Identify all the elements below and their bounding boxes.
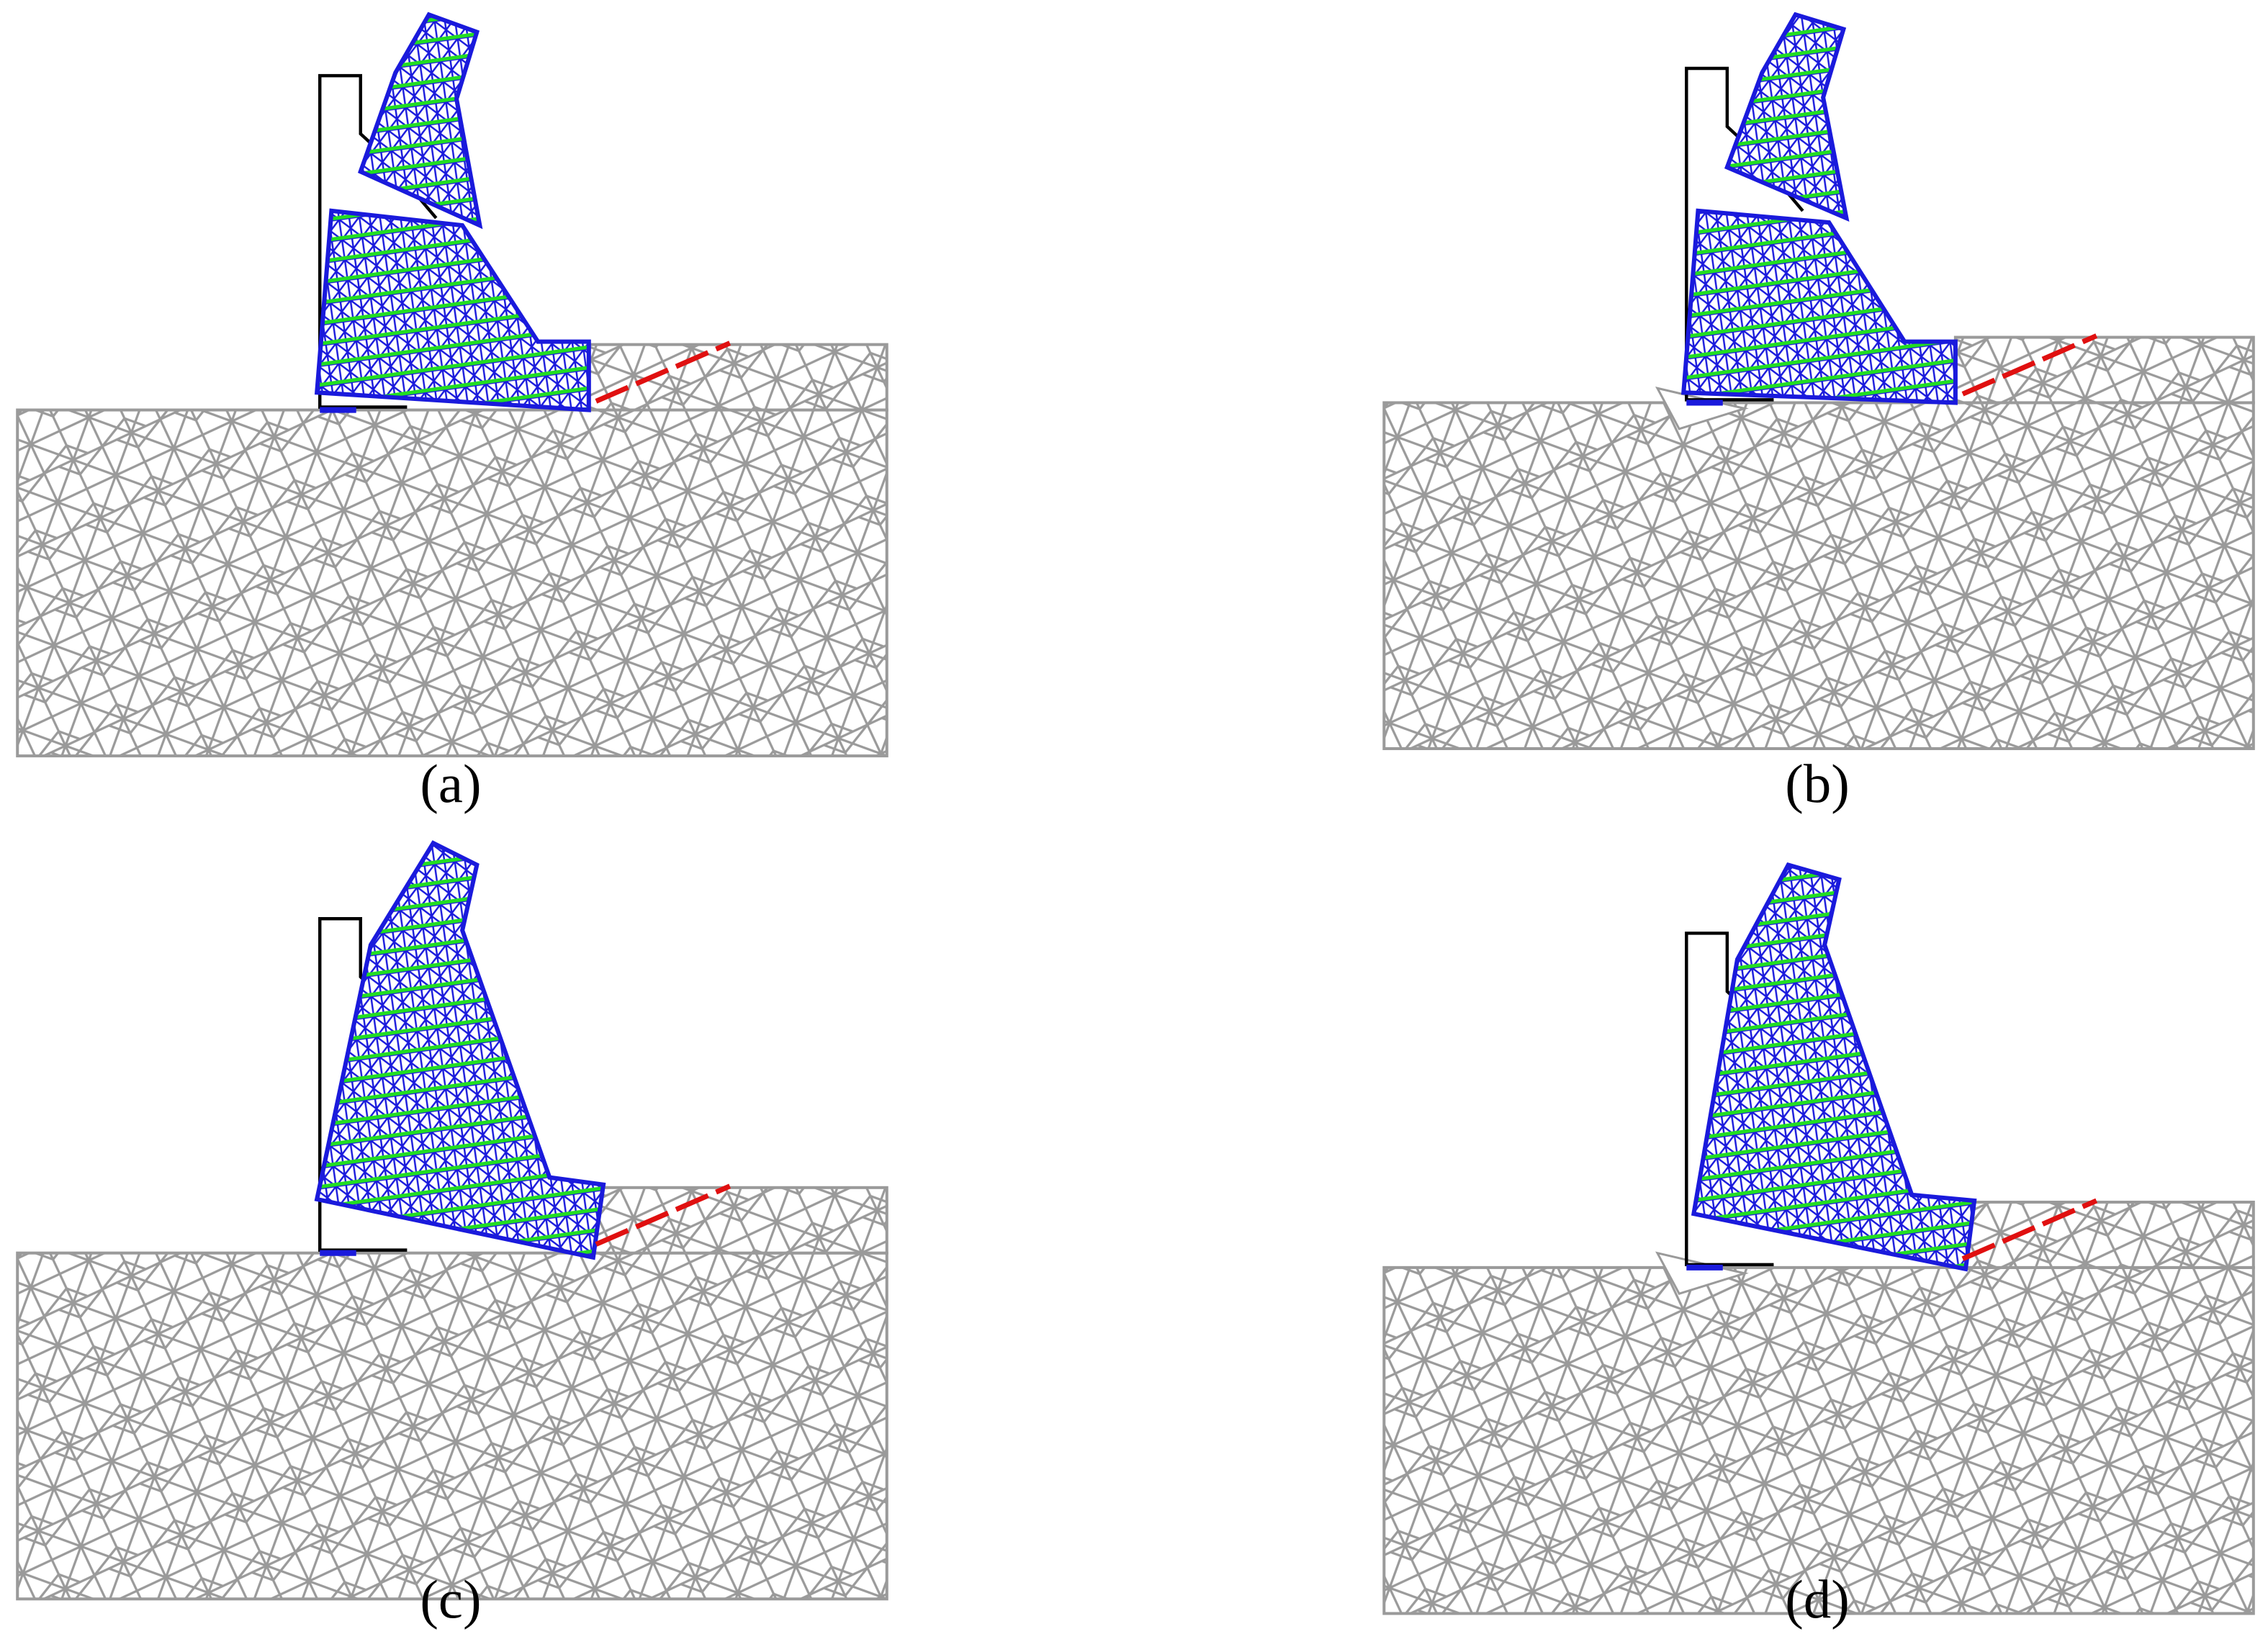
dam-block: [1724, 12, 1850, 222]
panel-label: (b): [1785, 754, 1849, 815]
rock-foundation: [16, 408, 888, 758]
panel-label: (d): [1785, 1569, 1849, 1630]
panel: [16, 12, 888, 758]
dam-block: [314, 208, 591, 412]
dam-block: [1691, 862, 1977, 1272]
rock-block: [1953, 1200, 2255, 1269]
slip-plane: [1961, 1198, 2098, 1262]
rock-foundation: [1382, 401, 2255, 751]
rock-foundation: [1382, 1265, 2255, 1615]
slip-plane: [1961, 333, 2098, 397]
panel: [16, 840, 888, 1601]
slip-plane: [595, 1183, 732, 1247]
panel-label: (c): [420, 1569, 481, 1630]
rock-foundation: [16, 1251, 888, 1601]
panel: [1382, 12, 2255, 751]
rock-block: [587, 1186, 888, 1255]
slip-plane: [595, 340, 732, 404]
dam-block: [314, 840, 606, 1260]
rock-block: [587, 343, 888, 412]
panel-label: (a): [420, 754, 481, 815]
dam-block: [357, 12, 483, 230]
dam-block: [1680, 208, 1958, 405]
rock-block: [1953, 335, 2255, 405]
panel: [1382, 862, 2255, 1615]
